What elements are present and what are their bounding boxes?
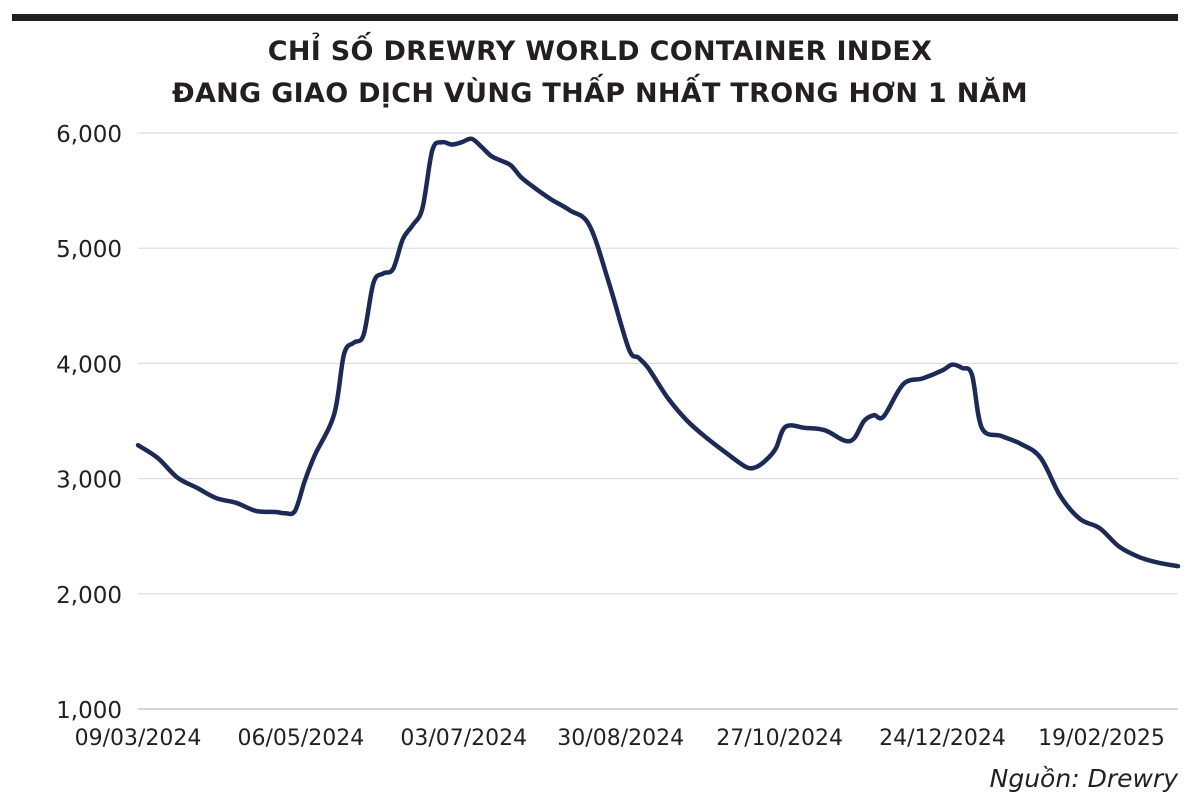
x-tick-label: 27/10/2024 bbox=[716, 726, 843, 751]
y-tick-label: 4,000 bbox=[56, 352, 122, 378]
y-tick-label: 5,000 bbox=[56, 237, 122, 263]
top-rule bbox=[12, 14, 1178, 21]
x-tick-label: 06/05/2024 bbox=[237, 726, 364, 751]
series-line-0 bbox=[135, 136, 1181, 569]
x-tick-label: 30/08/2024 bbox=[557, 726, 684, 751]
x-tick-label: 09/03/2024 bbox=[75, 726, 202, 751]
x-tick-label: 24/12/2024 bbox=[879, 726, 1006, 751]
chart-title-line-1: CHỈ SỐ DREWRY WORLD CONTAINER INDEX bbox=[267, 36, 933, 67]
source-note: Nguồn: Drewry bbox=[989, 764, 1178, 793]
x-tick-label: 03/07/2024 bbox=[400, 726, 527, 751]
y-tick-label: 6,000 bbox=[56, 122, 122, 148]
x-tick-label: 19/02/2025 bbox=[1038, 726, 1165, 751]
y-tick-label: 1,000 bbox=[56, 698, 122, 724]
y-tick-label: 3,000 bbox=[56, 468, 122, 494]
y-tick-label: 2,000 bbox=[56, 583, 122, 609]
chart-title-line-2: ĐANG GIAO DỊCH VÙNG THẤP NHẤT TRONG HƠN … bbox=[172, 78, 1028, 109]
